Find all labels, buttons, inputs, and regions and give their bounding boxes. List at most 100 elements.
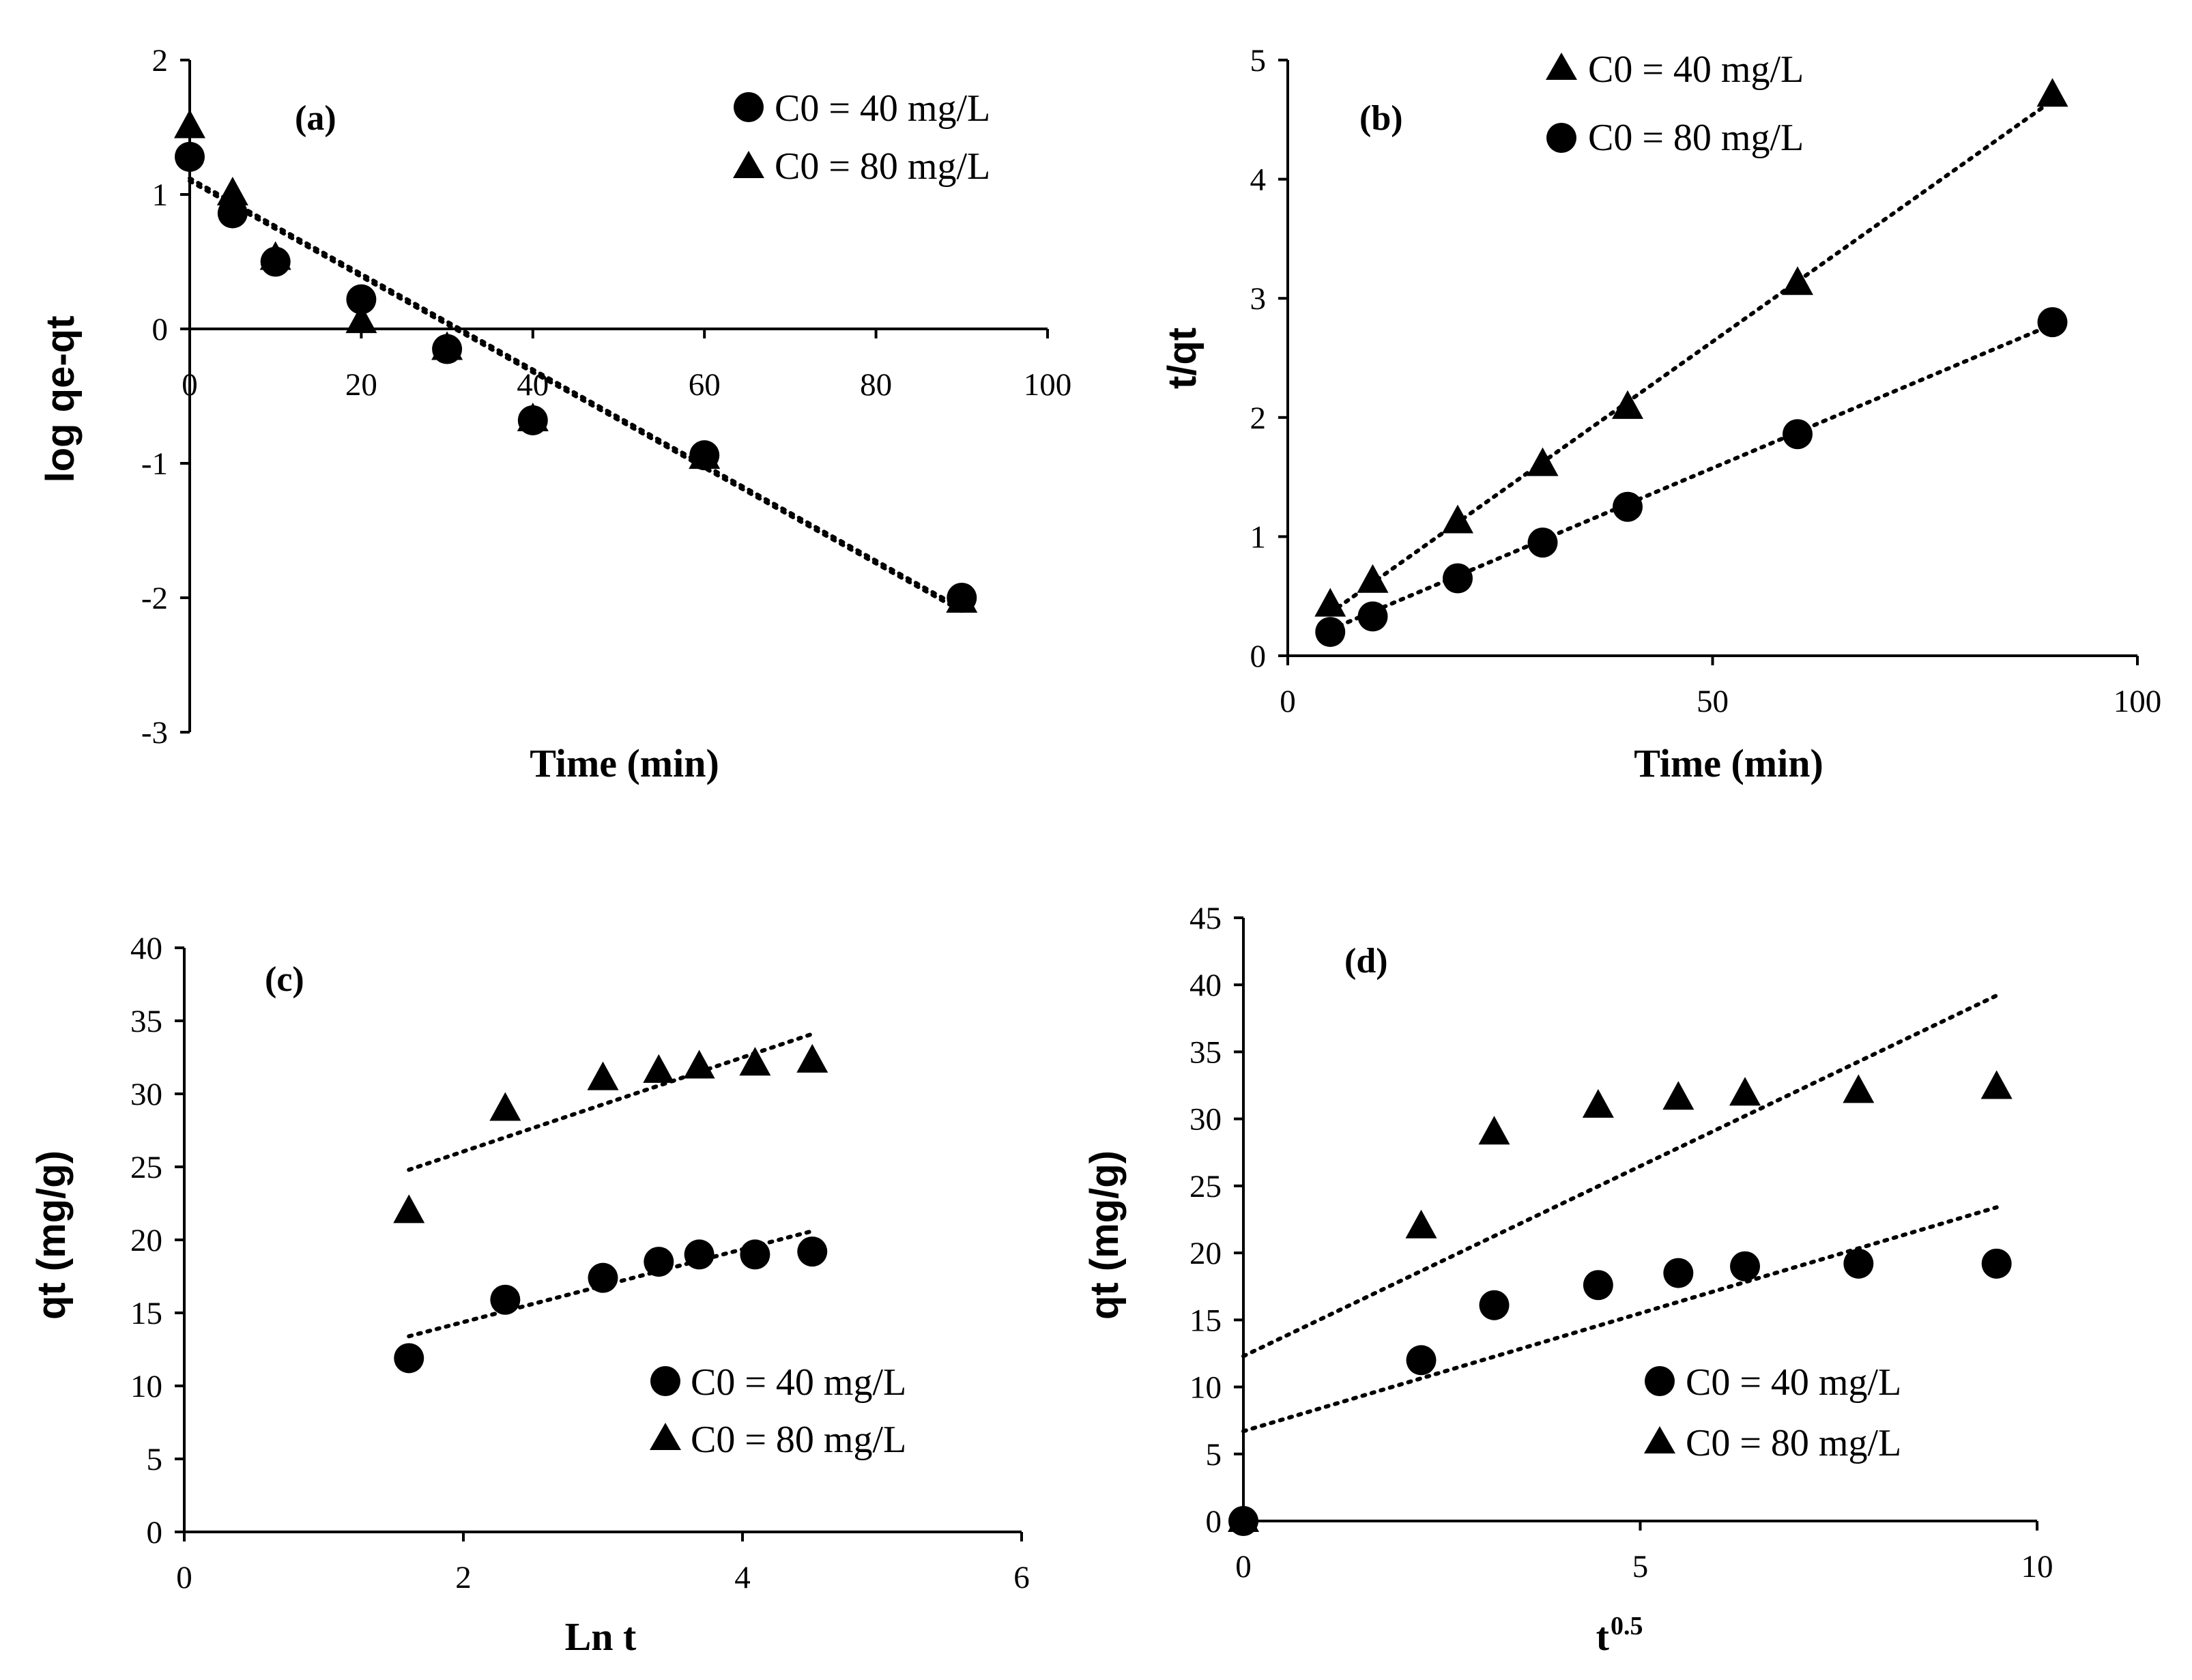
data-point-c-circle (490, 1284, 521, 1315)
legend-a: C0 = 40 mg/L C0 = 80 mg/L (733, 87, 990, 188)
data-point-b-triangle (2036, 78, 2068, 107)
data-point-d-circle (1730, 1251, 1761, 1281)
trendline-b-1 (1328, 98, 2055, 615)
trendline-b-2 (1328, 322, 2055, 632)
data-point-d-circle (1663, 1258, 1694, 1288)
y-tick-label-a: 0 (152, 312, 169, 347)
x-tick-label-a: 0 (182, 367, 198, 403)
data-point-a-triangle (345, 304, 377, 334)
legend-marker-circle-c (650, 1366, 680, 1396)
data-point-d-circle (1406, 1345, 1437, 1376)
panel-label-b: (b) (1359, 99, 1403, 138)
trendline-d-2 (1241, 993, 1999, 1359)
y-tick-label-c: 5 (147, 1442, 163, 1477)
y-axis-title-b: t/qt (1160, 328, 1205, 389)
trendline-a-1 (188, 179, 964, 613)
data-point-d-circle (1479, 1290, 1510, 1320)
x-axis-title-d-base: t (1596, 1614, 1610, 1659)
y-tick-label-a: -3 (141, 715, 168, 751)
legend-marker-triangle-a (733, 151, 764, 178)
x-axis-title-a: Time (min) (530, 741, 719, 785)
y-axis-title-c: qt (mg/g) (29, 1150, 74, 1320)
data-point-c-triangle (683, 1049, 715, 1079)
data-point-a-circle (432, 334, 463, 364)
panel-c: (c) Ln t qt (mg/g) C0 = 40 mg/L C0 = 80 … (29, 931, 1030, 1659)
data-point-a-circle (689, 440, 720, 471)
y-tick-label-b: 4 (1250, 162, 1267, 198)
data-point-a-circle (260, 246, 291, 277)
x-tick-label-d: 0 (1235, 1549, 1252, 1584)
legend-marker-triangle-d (1644, 1426, 1675, 1453)
legend-b: C0 = 40 mg/L C0 = 80 mg/L (1546, 48, 1804, 159)
y-tick-label-a: -2 (141, 581, 168, 616)
data-point-c-circle (588, 1262, 618, 1293)
legend-c: C0 = 40 mg/L C0 = 80 mg/L (650, 1361, 906, 1461)
y-tick-label-d: 5 (1206, 1437, 1222, 1473)
y-tick-label-a: 2 (152, 43, 169, 78)
legend-label-d-2: C0 = 80 mg/L (1686, 1422, 1901, 1464)
legend-marker-circle-a (734, 92, 764, 122)
y-tick-label-d: 45 (1189, 901, 1222, 936)
legend-label-a-2: C0 = 80 mg/L (775, 145, 990, 188)
legend-marker-triangle-c (650, 1423, 681, 1450)
y-tick-label-c: 10 (130, 1369, 162, 1404)
x-tick-label-a: 80 (860, 367, 892, 403)
x-tick-label-c: 2 (455, 1560, 472, 1595)
legend-label-d-1: C0 = 40 mg/L (1686, 1361, 1901, 1404)
y-tick-label-c: 25 (130, 1150, 162, 1185)
data-point-c-triangle (739, 1047, 771, 1076)
data-point-b-circle (1527, 527, 1558, 558)
data-point-b-triangle (1314, 588, 1346, 617)
data-point-b-triangle (1357, 564, 1389, 593)
data-point-b-circle (1443, 563, 1473, 594)
y-tick-label-c: 40 (130, 931, 162, 966)
y-tick-label-b: 5 (1250, 43, 1267, 78)
data-point-d-triangle (1843, 1074, 1875, 1103)
legend-marker-circle-d (1645, 1366, 1675, 1396)
data-point-b-triangle (1442, 504, 1473, 534)
data-point-c-circle (797, 1236, 828, 1267)
y-axis-title-d: qt (mg/g) (1082, 1150, 1127, 1320)
x-axis-title-b: Time (min) (1634, 741, 1823, 785)
y-tick-label-c: 35 (130, 1004, 162, 1039)
x-tick-label-d: 5 (1632, 1549, 1649, 1584)
data-point-d-triangle (1405, 1209, 1437, 1239)
data-point-b-triangle (1527, 447, 1559, 476)
panel-label-d: (d) (1344, 942, 1388, 981)
trendline-d-1 (1241, 1205, 1999, 1434)
data-point-b-circle (1613, 491, 1643, 522)
y-tick-label-a: -1 (141, 446, 168, 482)
y-tick-label-b: 3 (1250, 281, 1267, 317)
data-point-d-circle (1228, 1506, 1258, 1536)
data-point-b-triangle (1612, 390, 1643, 419)
data-point-d-circle (1583, 1270, 1613, 1301)
x-tick-label-a: 60 (689, 367, 721, 403)
x-tick-label-c: 0 (176, 1560, 192, 1595)
data-point-a-triangle (174, 109, 205, 139)
x-axis-title-d-sup: 0.5 (1611, 1612, 1643, 1640)
data-point-a-triangle (216, 177, 248, 205)
data-point-b-circle (1357, 601, 1388, 632)
data-point-b-triangle (1782, 266, 1813, 295)
data-point-d-triangle (1662, 1081, 1695, 1110)
data-point-c-circle (644, 1247, 674, 1277)
data-point-c-triangle (489, 1092, 521, 1121)
data-point-c-triangle (587, 1061, 619, 1090)
data-point-c-circle (740, 1239, 770, 1270)
data-point-d-triangle (1980, 1070, 2013, 1099)
panel-b: (b) Time (min) t/qt C0 = 40 mg/L C0 = 80… (1160, 43, 2161, 785)
x-tick-label-b: 0 (1280, 684, 1296, 719)
legend-label-b-2: C0 = 80 mg/L (1588, 117, 1804, 159)
panel-label-c: (c) (265, 960, 304, 999)
data-point-d-circle (1981, 1248, 2012, 1279)
legend-d: C0 = 40 mg/L C0 = 80 mg/L (1644, 1361, 1901, 1464)
y-axis-title-a: log qe-qt (38, 316, 83, 483)
data-point-a-circle (517, 405, 548, 435)
y-tick-label-c: 20 (130, 1223, 162, 1258)
y-tick-label-d: 0 (1206, 1504, 1222, 1539)
y-tick-label-d: 35 (1189, 1034, 1222, 1070)
x-tick-label-a: 20 (345, 367, 377, 403)
panel-label-a: (a) (295, 99, 336, 138)
data-point-d-circle (1843, 1248, 1874, 1279)
panel-d: (d) t 0.5 qt (mg/g) C0 = 40 mg/L C0 = 80… (1082, 901, 2053, 1659)
